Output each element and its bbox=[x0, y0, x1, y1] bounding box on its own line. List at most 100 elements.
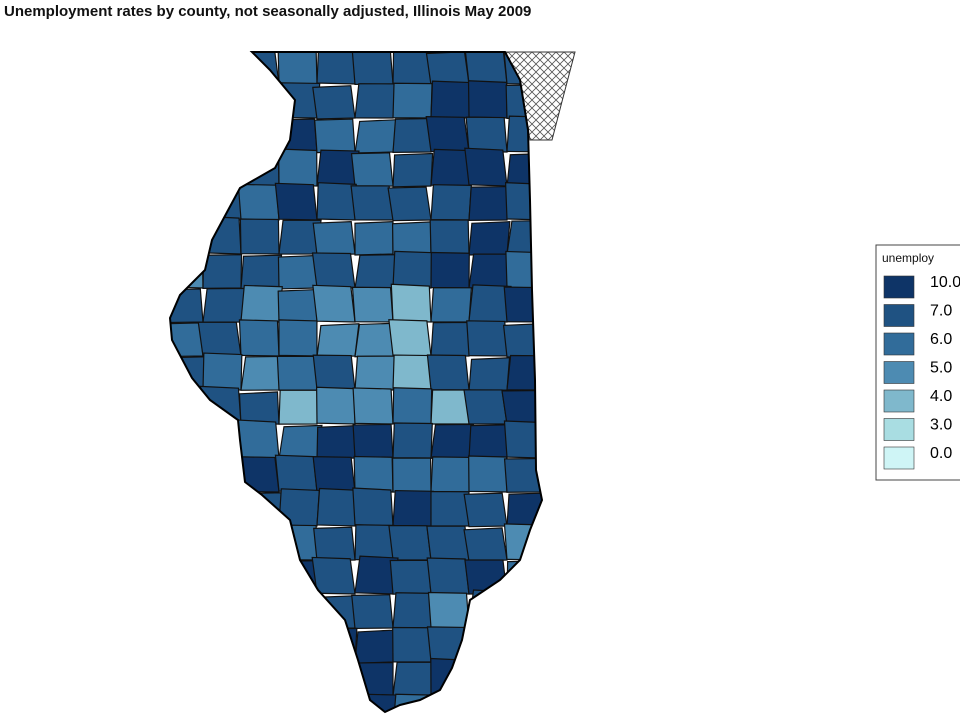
county bbox=[468, 221, 511, 256]
county bbox=[202, 490, 242, 527]
county bbox=[278, 389, 319, 425]
county bbox=[392, 661, 436, 697]
county bbox=[467, 80, 508, 119]
county bbox=[170, 591, 209, 629]
county bbox=[430, 251, 470, 289]
county bbox=[350, 152, 394, 188]
county bbox=[430, 287, 473, 323]
county bbox=[468, 424, 510, 460]
county bbox=[466, 320, 508, 357]
county bbox=[239, 218, 280, 255]
county bbox=[352, 423, 394, 459]
county bbox=[201, 148, 242, 187]
county bbox=[278, 628, 321, 664]
legend-label: 7.0 bbox=[930, 303, 952, 320]
county bbox=[354, 524, 395, 561]
county bbox=[392, 152, 434, 188]
county bbox=[503, 625, 542, 663]
county bbox=[313, 526, 356, 562]
county bbox=[354, 629, 397, 664]
county bbox=[505, 250, 542, 289]
county bbox=[392, 250, 434, 289]
county bbox=[236, 555, 280, 595]
map-title: Unemployment rates by county, not season… bbox=[4, 3, 531, 20]
county bbox=[430, 423, 475, 459]
county bbox=[387, 186, 432, 222]
legend-label: 10.0 bbox=[930, 274, 960, 291]
county bbox=[351, 286, 394, 323]
county bbox=[202, 696, 245, 712]
county bbox=[240, 492, 283, 528]
county bbox=[316, 663, 360, 698]
county bbox=[199, 523, 242, 561]
county bbox=[170, 288, 204, 324]
county bbox=[311, 556, 356, 595]
county bbox=[430, 657, 470, 697]
county bbox=[392, 387, 433, 425]
county bbox=[170, 696, 204, 712]
county bbox=[468, 185, 510, 221]
county bbox=[202, 82, 247, 119]
county bbox=[277, 254, 318, 290]
county bbox=[278, 658, 318, 697]
county bbox=[354, 83, 398, 119]
county bbox=[170, 560, 204, 596]
county bbox=[503, 286, 542, 323]
county bbox=[170, 181, 204, 221]
legend-swatch bbox=[883, 332, 915, 356]
county bbox=[430, 80, 472, 119]
county bbox=[388, 319, 432, 357]
county bbox=[392, 489, 434, 527]
county bbox=[354, 254, 399, 289]
county bbox=[170, 421, 204, 459]
county bbox=[312, 220, 356, 256]
county bbox=[316, 627, 358, 663]
county bbox=[426, 525, 470, 561]
county bbox=[354, 693, 399, 712]
county bbox=[170, 215, 204, 255]
county bbox=[237, 183, 280, 221]
county bbox=[502, 323, 542, 358]
county bbox=[351, 52, 394, 86]
county bbox=[278, 593, 321, 629]
county bbox=[506, 662, 542, 698]
legend-swatch bbox=[883, 361, 915, 384]
county bbox=[468, 692, 511, 712]
county bbox=[316, 425, 357, 460]
county bbox=[239, 152, 280, 188]
county bbox=[392, 354, 433, 391]
county bbox=[240, 284, 283, 323]
county bbox=[392, 422, 433, 459]
county bbox=[425, 52, 470, 86]
county bbox=[350, 185, 394, 221]
county bbox=[277, 524, 318, 561]
county bbox=[468, 455, 508, 493]
county bbox=[312, 456, 356, 493]
county bbox=[170, 115, 209, 153]
county bbox=[506, 696, 542, 712]
county bbox=[199, 657, 242, 697]
county bbox=[465, 624, 508, 663]
county bbox=[463, 492, 508, 528]
county bbox=[468, 253, 513, 289]
county bbox=[202, 287, 246, 323]
county bbox=[464, 147, 508, 187]
county bbox=[352, 487, 394, 527]
county bbox=[239, 696, 280, 712]
county bbox=[354, 119, 399, 154]
county bbox=[240, 526, 284, 562]
county bbox=[426, 557, 470, 595]
county bbox=[316, 386, 356, 425]
county bbox=[316, 487, 359, 527]
county bbox=[391, 221, 432, 256]
county bbox=[238, 319, 280, 357]
county bbox=[427, 591, 470, 629]
county bbox=[170, 81, 206, 119]
county bbox=[276, 355, 318, 391]
county bbox=[506, 354, 542, 391]
county bbox=[201, 560, 242, 596]
county bbox=[429, 219, 470, 255]
county bbox=[504, 594, 542, 630]
county bbox=[430, 692, 474, 712]
county bbox=[170, 492, 204, 528]
